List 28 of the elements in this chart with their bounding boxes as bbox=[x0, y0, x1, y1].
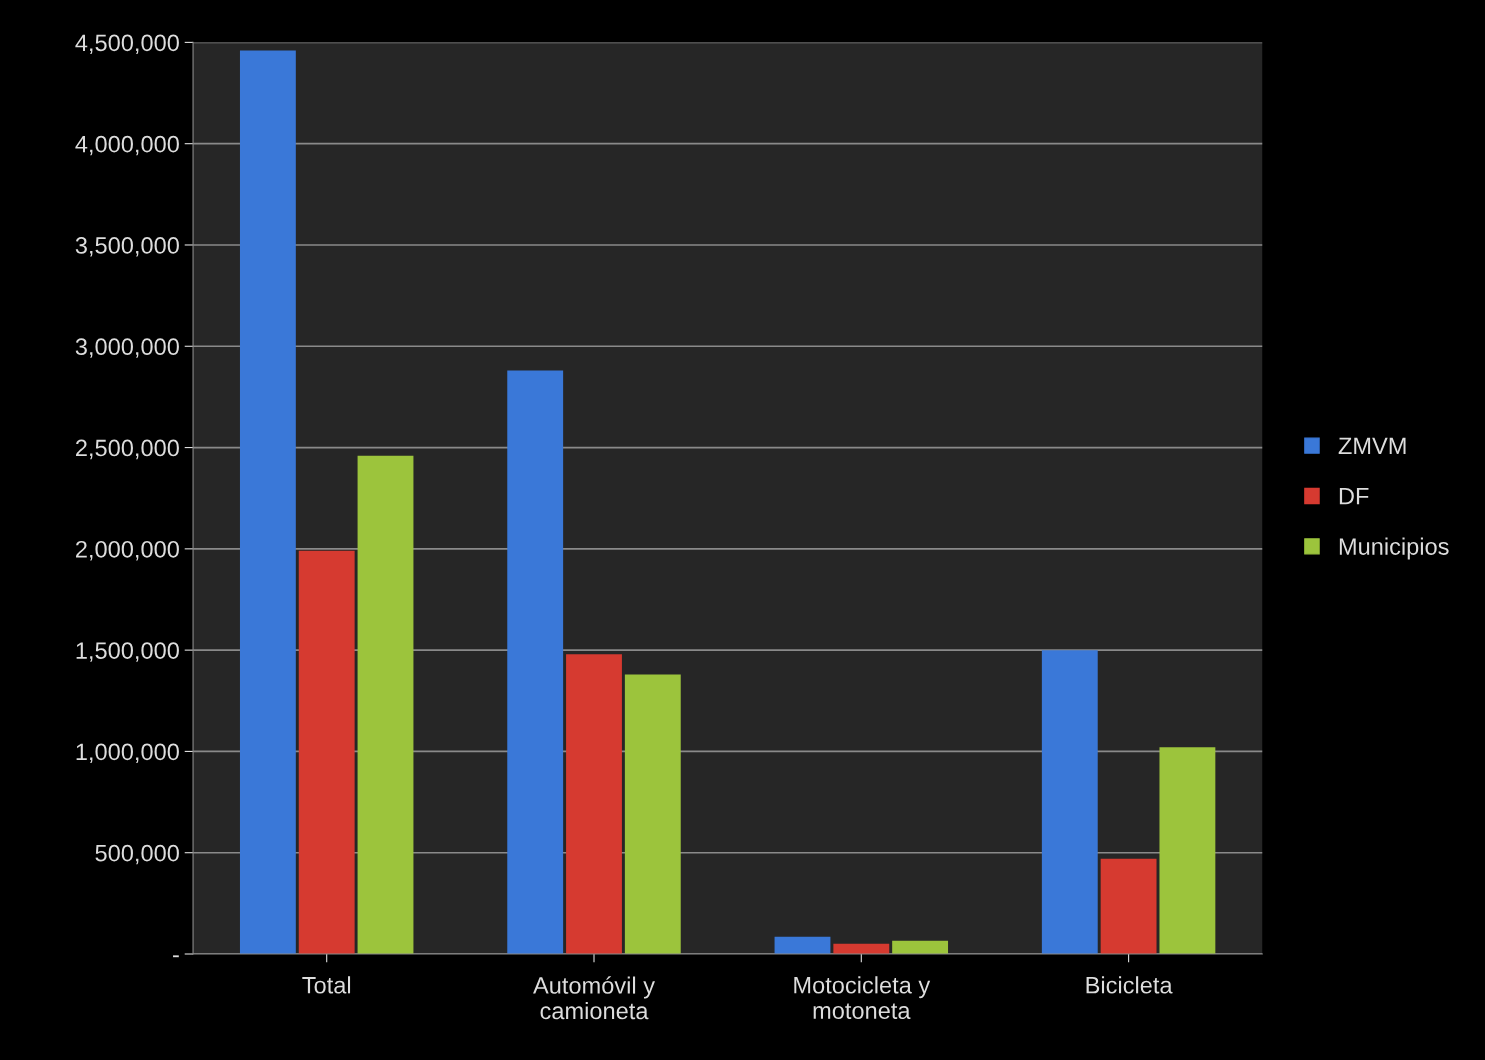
x-tick-label: Motocicleta y motoneta bbox=[794, 976, 931, 1019]
bar bbox=[1100, 858, 1157, 954]
y-tick-label: 3,500,000 bbox=[75, 237, 179, 257]
y-tick-label: 500,000 bbox=[95, 844, 179, 865]
bar bbox=[774, 936, 831, 954]
legend-label: ZMVM bbox=[1338, 437, 1406, 454]
y-tick-label: 1,500,000 bbox=[76, 642, 179, 662]
bar bbox=[624, 674, 681, 954]
bar bbox=[1159, 747, 1216, 954]
bar bbox=[892, 940, 949, 954]
bar bbox=[507, 370, 564, 954]
x-tick-label: Bicicleta bbox=[1086, 976, 1173, 994]
y-tick-label: 2,500,000 bbox=[76, 439, 179, 460]
y-tick-label: 4,000,000 bbox=[75, 135, 179, 156]
legend-label: DF bbox=[1339, 488, 1369, 505]
x-tick-label: Total bbox=[302, 976, 351, 994]
y-tick-label: 3,000,000 bbox=[75, 338, 179, 358]
bar bbox=[566, 654, 622, 954]
bar bbox=[239, 50, 296, 954]
y-tick-label: 4,500,000 bbox=[75, 34, 179, 54]
legend-label: Municipios bbox=[1339, 537, 1449, 560]
bar bbox=[357, 455, 414, 954]
bar bbox=[1041, 650, 1098, 954]
x-tick-label: Automóvil y camioneta bbox=[533, 976, 655, 1020]
y-tick-label: - bbox=[173, 955, 179, 958]
y-tick-label: 1,000,000 bbox=[76, 743, 179, 763]
bar bbox=[298, 550, 355, 954]
y-tick-label: 2,000,000 bbox=[76, 540, 179, 561]
